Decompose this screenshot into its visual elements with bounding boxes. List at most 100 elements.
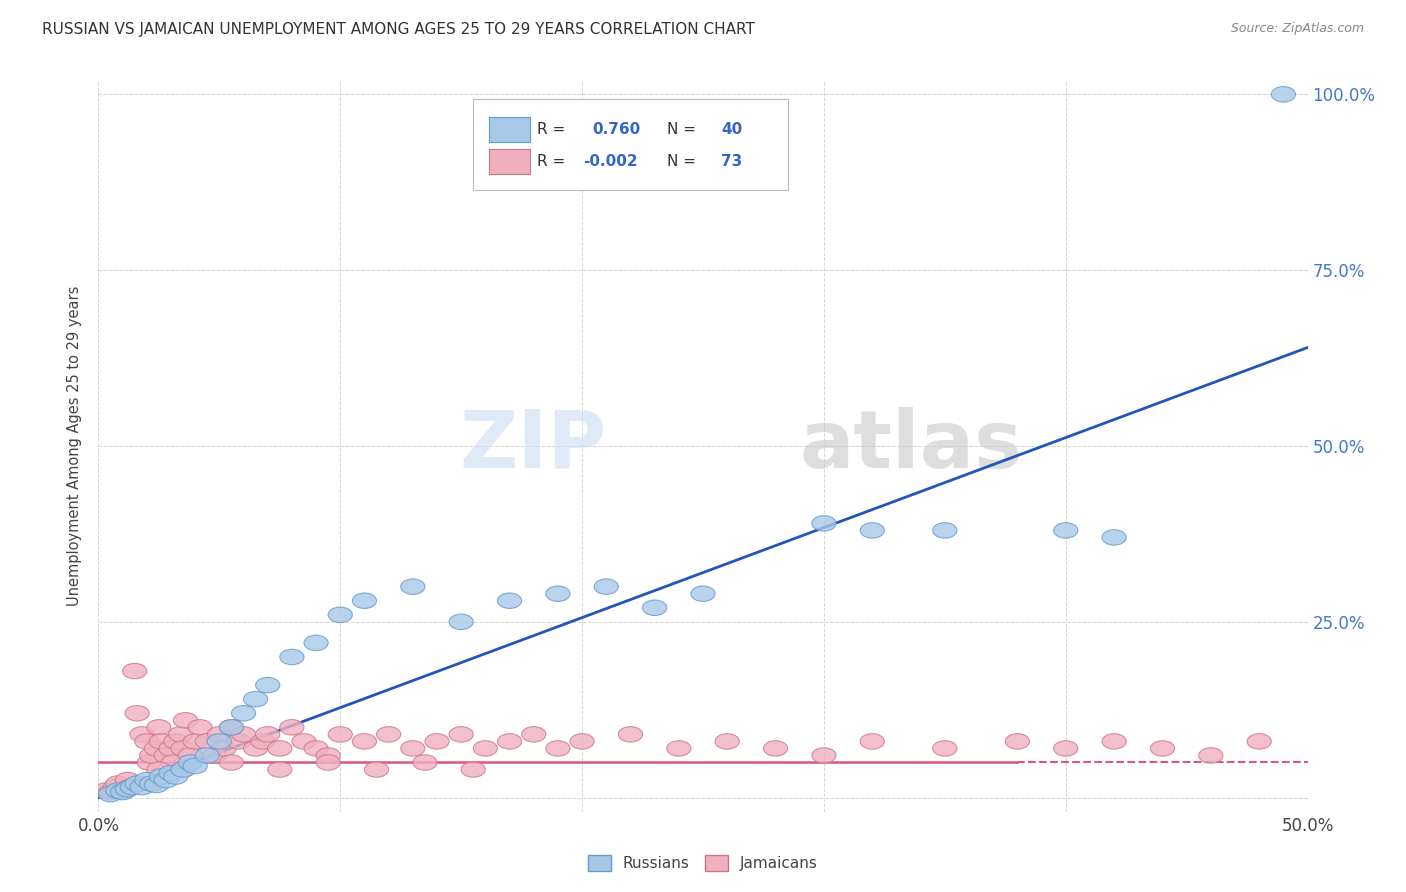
Ellipse shape <box>690 586 716 601</box>
Ellipse shape <box>328 607 353 623</box>
FancyBboxPatch shape <box>474 99 787 190</box>
Ellipse shape <box>461 762 485 777</box>
Ellipse shape <box>1102 733 1126 749</box>
Ellipse shape <box>105 783 129 798</box>
Text: atlas: atlas <box>800 407 1022 485</box>
Ellipse shape <box>135 772 159 788</box>
Ellipse shape <box>1271 87 1295 102</box>
Ellipse shape <box>666 740 690 756</box>
Ellipse shape <box>267 740 292 756</box>
Ellipse shape <box>179 747 202 764</box>
Ellipse shape <box>138 755 162 770</box>
Ellipse shape <box>219 720 243 735</box>
Ellipse shape <box>763 740 787 756</box>
Ellipse shape <box>716 733 740 749</box>
Ellipse shape <box>498 593 522 608</box>
Text: 0.760: 0.760 <box>592 122 640 136</box>
Ellipse shape <box>155 772 179 788</box>
Ellipse shape <box>425 733 449 749</box>
Ellipse shape <box>860 523 884 538</box>
Ellipse shape <box>195 747 219 764</box>
Ellipse shape <box>212 740 236 756</box>
Y-axis label: Unemployment Among Ages 25 to 29 years: Unemployment Among Ages 25 to 29 years <box>67 285 83 607</box>
Ellipse shape <box>328 727 353 742</box>
Ellipse shape <box>1053 523 1078 538</box>
Ellipse shape <box>353 733 377 749</box>
Ellipse shape <box>149 733 173 749</box>
FancyBboxPatch shape <box>489 149 530 174</box>
Ellipse shape <box>546 740 569 756</box>
Ellipse shape <box>811 747 837 764</box>
Ellipse shape <box>118 780 142 795</box>
Ellipse shape <box>207 733 232 749</box>
Ellipse shape <box>1053 740 1078 756</box>
FancyBboxPatch shape <box>489 117 530 142</box>
Ellipse shape <box>643 600 666 615</box>
Text: 73: 73 <box>721 154 742 169</box>
Ellipse shape <box>243 691 267 707</box>
Ellipse shape <box>1102 530 1126 545</box>
Ellipse shape <box>163 769 188 784</box>
Ellipse shape <box>243 740 267 756</box>
Ellipse shape <box>498 733 522 749</box>
Ellipse shape <box>172 762 195 777</box>
Ellipse shape <box>172 762 195 777</box>
Ellipse shape <box>129 727 155 742</box>
Ellipse shape <box>188 720 212 735</box>
Ellipse shape <box>292 733 316 749</box>
Ellipse shape <box>413 755 437 770</box>
Ellipse shape <box>173 713 198 728</box>
Ellipse shape <box>145 777 169 793</box>
Ellipse shape <box>183 758 207 773</box>
Ellipse shape <box>219 755 243 770</box>
Ellipse shape <box>111 784 135 800</box>
Text: N =: N = <box>666 122 696 136</box>
Ellipse shape <box>280 720 304 735</box>
Ellipse shape <box>169 727 193 742</box>
Text: R =: R = <box>537 122 565 136</box>
Ellipse shape <box>135 733 159 749</box>
Ellipse shape <box>172 740 195 756</box>
Ellipse shape <box>569 733 595 749</box>
Ellipse shape <box>195 733 219 749</box>
Ellipse shape <box>232 727 256 742</box>
Ellipse shape <box>149 769 173 784</box>
Ellipse shape <box>145 740 169 756</box>
Ellipse shape <box>122 664 146 679</box>
Ellipse shape <box>377 727 401 742</box>
Ellipse shape <box>316 747 340 764</box>
Ellipse shape <box>183 733 207 749</box>
Ellipse shape <box>250 733 276 749</box>
Ellipse shape <box>474 740 498 756</box>
Ellipse shape <box>304 635 328 650</box>
Text: RUSSIAN VS JAMAICAN UNEMPLOYMENT AMONG AGES 25 TO 29 YEARS CORRELATION CHART: RUSSIAN VS JAMAICAN UNEMPLOYMENT AMONG A… <box>42 22 755 37</box>
Ellipse shape <box>232 706 256 721</box>
Ellipse shape <box>1247 733 1271 749</box>
Ellipse shape <box>159 740 183 756</box>
Ellipse shape <box>179 755 202 770</box>
Ellipse shape <box>401 579 425 594</box>
Ellipse shape <box>115 781 139 797</box>
Ellipse shape <box>449 614 474 630</box>
Ellipse shape <box>207 727 232 742</box>
Ellipse shape <box>120 780 145 795</box>
Ellipse shape <box>304 740 328 756</box>
Ellipse shape <box>111 783 135 798</box>
Ellipse shape <box>932 523 957 538</box>
Ellipse shape <box>256 677 280 693</box>
Ellipse shape <box>115 772 139 788</box>
Ellipse shape <box>163 733 188 749</box>
Ellipse shape <box>98 784 122 800</box>
Text: ZIP: ZIP <box>458 407 606 485</box>
Ellipse shape <box>353 593 377 608</box>
Ellipse shape <box>98 787 122 802</box>
Ellipse shape <box>546 586 569 601</box>
Ellipse shape <box>316 755 340 770</box>
Text: R =: R = <box>537 154 565 169</box>
Ellipse shape <box>146 762 172 777</box>
Ellipse shape <box>1005 733 1029 749</box>
Ellipse shape <box>125 706 149 721</box>
Ellipse shape <box>202 747 226 764</box>
Ellipse shape <box>280 649 304 665</box>
Ellipse shape <box>401 740 425 756</box>
